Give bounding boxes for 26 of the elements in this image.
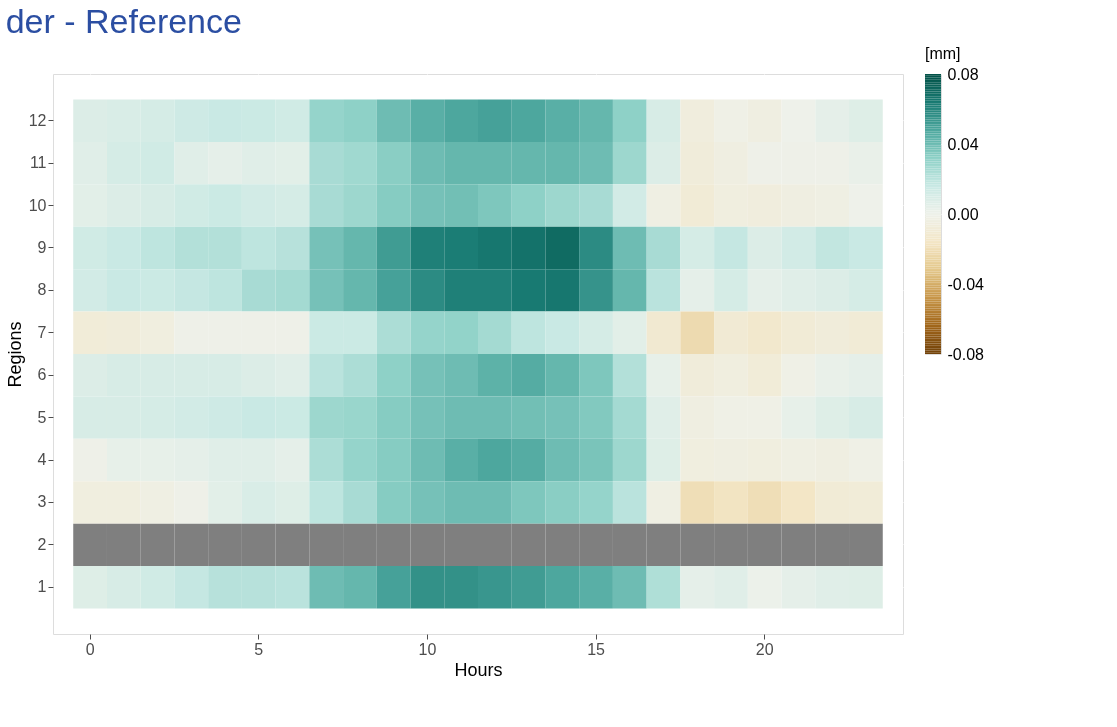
y-tick-label: 8	[37, 281, 47, 299]
x-tick-label: 20	[755, 640, 774, 658]
y-tick-label: 2	[37, 535, 47, 553]
legend-title: [mm]	[925, 45, 961, 62]
color-bar-label: -0.08	[947, 345, 985, 363]
color-bar-label: -0.04	[947, 275, 985, 293]
x-axis-title: Hours	[454, 659, 503, 680]
y-tick-label: 10	[28, 196, 47, 214]
color-bar-label: 0.00	[947, 205, 979, 223]
chart-title: der - Reference	[5, 1, 242, 40]
y-tick-label: 12	[28, 111, 47, 129]
color-bar-label: 0.04	[947, 135, 979, 153]
x-tick-label: 0	[85, 640, 95, 658]
y-tick-label: 4	[37, 451, 47, 469]
y-tick-label: 11	[29, 154, 47, 172]
y-tick-label: 9	[37, 238, 47, 256]
color-bar-label: 0.08	[947, 65, 979, 83]
y-tick-label: 3	[37, 493, 47, 511]
y-tick-label: 6	[37, 366, 47, 384]
x-tick-label: 5	[254, 640, 264, 658]
x-tick-label: 10	[418, 640, 437, 658]
y-tick-label: 1	[37, 578, 47, 596]
y-axis-title: Regions	[4, 321, 25, 388]
y-tick-label: 7	[37, 323, 47, 341]
x-tick-label: 15	[587, 640, 606, 658]
y-tick-label: 5	[37, 408, 47, 426]
